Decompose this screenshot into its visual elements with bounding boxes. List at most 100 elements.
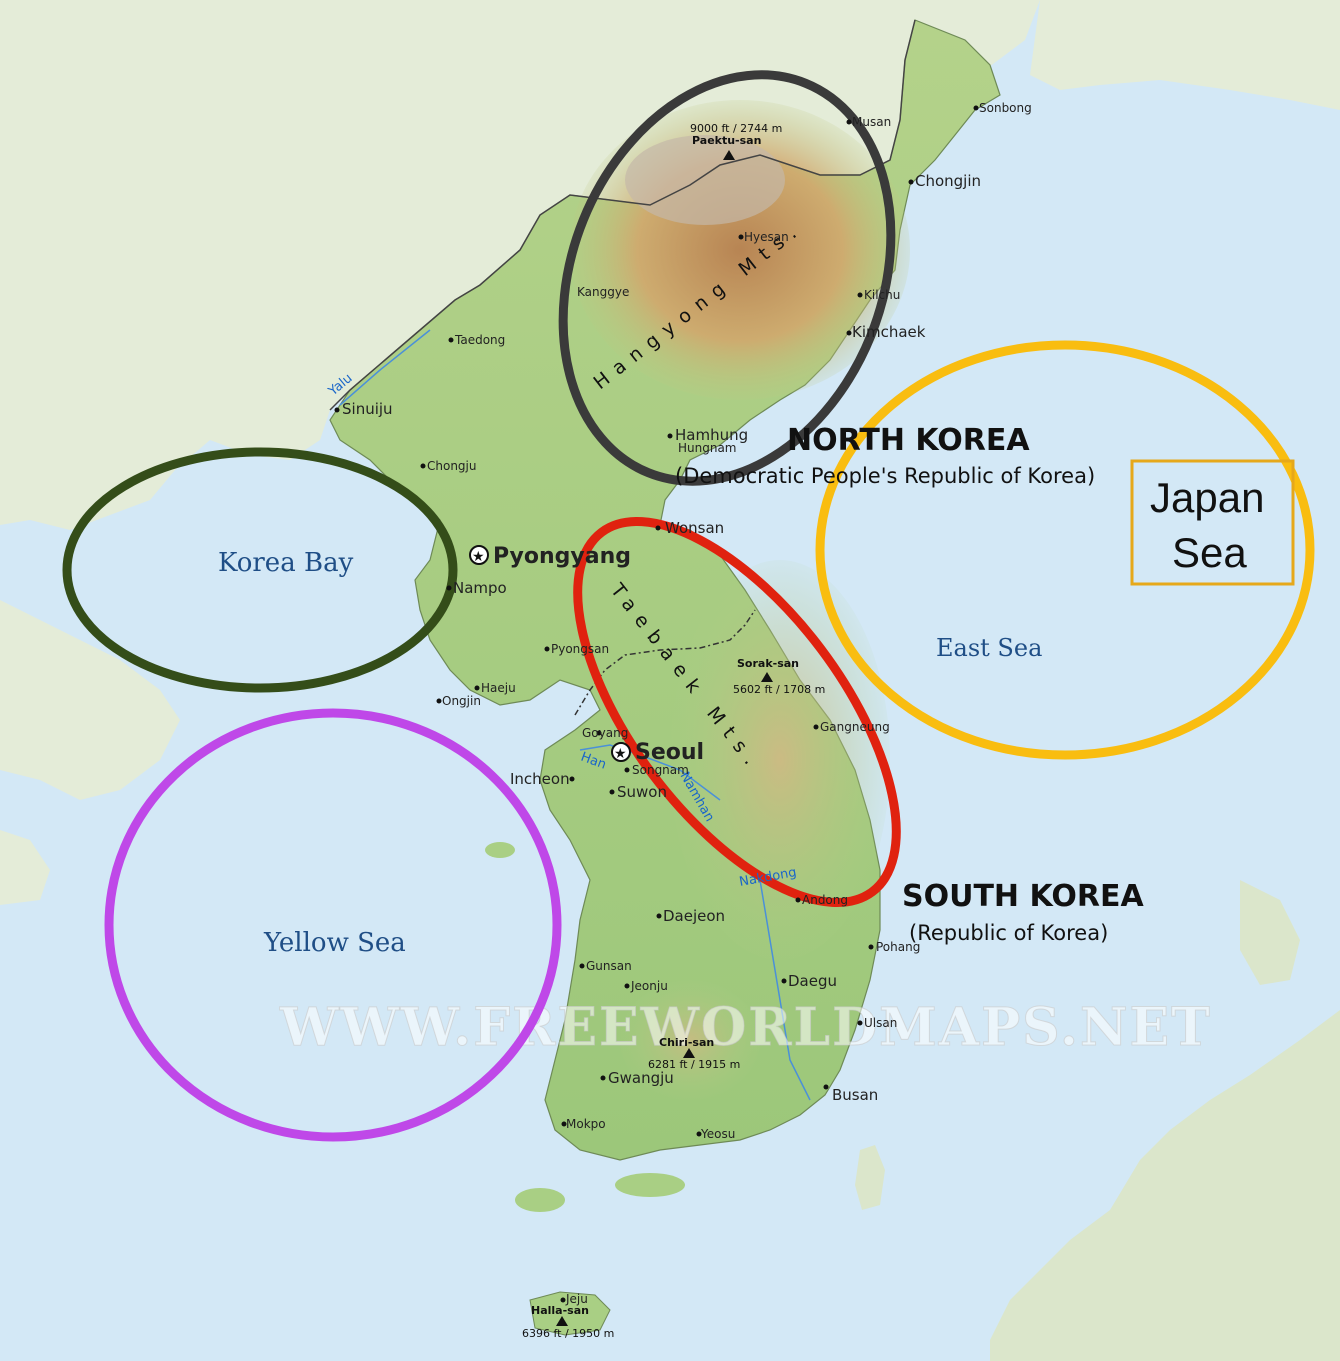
city-label: Seoul — [635, 740, 704, 765]
city-label: Andong — [802, 893, 848, 907]
dot-icon — [544, 646, 550, 652]
dot-icon — [561, 1121, 567, 1127]
peak-name: Chiri-san — [659, 1036, 714, 1049]
city-label: Pyongsan — [551, 642, 609, 656]
land-islands — [515, 1188, 565, 1212]
city-label: Kimchaek — [852, 323, 926, 341]
label-north-korea-official: (Democratic People's Republic of Korea) — [675, 464, 1095, 488]
dot-icon — [420, 463, 426, 469]
peak-name: Sorak-san — [737, 657, 799, 670]
label-yellow-sea: Yellow Sea — [263, 928, 406, 958]
dot-icon — [973, 105, 979, 111]
land-jeju — [529, 1291, 611, 1336]
triangle-peak-icon — [761, 672, 773, 682]
dot-icon — [474, 685, 480, 691]
triangle-peak-icon — [723, 150, 735, 160]
dot-icon — [334, 407, 340, 413]
dot-icon — [655, 525, 661, 531]
land-liaodong — [0, 600, 180, 800]
land-islands — [615, 1173, 685, 1197]
city-label: Songnam — [632, 763, 689, 777]
dot-icon — [609, 789, 615, 795]
city-label: Goyang — [582, 726, 628, 740]
circle-yellow-sea — [104, 708, 562, 1142]
city-label: Ongjin — [442, 694, 481, 708]
star-in-circle-icon: ★ — [614, 746, 627, 762]
label-south-korea: SOUTH KOREA — [902, 879, 1144, 914]
dot-icon — [813, 724, 819, 730]
dot-icon — [624, 983, 630, 989]
land-shandong — [0, 830, 50, 905]
border-china-nk — [329, 19, 916, 411]
label-east-sea: East Sea — [936, 634, 1042, 662]
city-label: Taedong — [454, 333, 505, 347]
dot-icon — [868, 944, 874, 950]
peak-name: Halla-san — [531, 1304, 589, 1317]
dot-icon — [846, 119, 852, 125]
city-label: Yeosu — [700, 1127, 735, 1141]
dot-icon — [846, 330, 852, 336]
city-label: Gunsan — [586, 959, 632, 973]
label-korea-bay: Korea Bay — [218, 548, 354, 578]
city-label: Incheon — [510, 770, 570, 788]
triangle-peak-icon — [556, 1316, 568, 1326]
city-label: Chongjin — [915, 172, 981, 190]
dot-icon — [823, 1084, 829, 1090]
dot-icon — [857, 292, 863, 298]
peak-name: Paektu-san — [692, 134, 761, 147]
land-japan — [990, 1010, 1340, 1361]
star-in-circle-icon — [611, 742, 631, 762]
city-label: Haeju — [481, 681, 516, 695]
peak-elevation: 6281 ft / 1915 m — [648, 1058, 740, 1071]
dot-icon — [446, 585, 452, 591]
highland-taebaek — [670, 560, 890, 960]
city-label: Hamhung — [675, 426, 748, 444]
city-label: Mokpo — [566, 1117, 606, 1131]
city-label: Pohang — [876, 940, 920, 954]
dot-icon — [624, 767, 630, 773]
box-japan-sea — [1130, 459, 1295, 586]
star-in-circle-icon — [469, 545, 489, 565]
dot-icon — [596, 730, 602, 736]
dot-icon — [436, 698, 442, 704]
city-label: Chongju — [427, 459, 477, 473]
label-south-korea-official: (Republic of Korea) — [909, 921, 1108, 945]
city-label: Daegu — [788, 972, 837, 990]
city-label: Ulsan — [864, 1016, 897, 1030]
peak-elevation: 6396 ft / 1950 m — [522, 1327, 614, 1340]
river-nakdong — [759, 879, 811, 1101]
watermark: WWW.FREEWORLDMAPS.NET — [279, 997, 1212, 1058]
city-label: Wonsan — [665, 519, 724, 537]
dot-icon — [656, 913, 662, 919]
city-label: Nampo — [453, 579, 507, 597]
peak-elevation: 9000 ft / 2744 m — [690, 122, 782, 135]
peak-sorak: Sorak-san 5602 ft / 1708 m — [733, 657, 825, 696]
label-japan-sea-line2: Sea — [1172, 529, 1247, 576]
dot-icon — [448, 337, 454, 343]
dot-icon — [560, 1297, 566, 1303]
city-label: Hungnam — [678, 441, 737, 455]
dot-icon — [600, 1075, 606, 1081]
dot-icon — [579, 963, 585, 969]
highland-chiri — [620, 980, 760, 1100]
city-label: Gwangju — [608, 1069, 674, 1087]
city-label: Jeonju — [630, 979, 668, 993]
peak-elevation: 5602 ft / 1708 m — [733, 683, 825, 696]
label-north-korea: NORTH KOREA — [787, 423, 1030, 458]
dot-icon — [696, 1131, 702, 1137]
city-label: Jeju — [565, 1292, 588, 1306]
land-japan-north — [1240, 880, 1300, 985]
dot-icon — [738, 234, 744, 240]
city-label: Sinuiju — [342, 400, 393, 418]
circle-east-sea — [815, 340, 1315, 760]
city-label: Hyesan — [744, 230, 789, 244]
capital-pyongyang: ★ Pyongyang — [469, 544, 631, 569]
city-label: Kilchu — [864, 288, 900, 302]
capital-seoul: ★ Seoul — [611, 740, 704, 765]
city-label: Gangneung — [820, 720, 890, 734]
circle-hangyong-mts — [558, 70, 896, 486]
city-label: Musan — [852, 115, 891, 129]
river-yalu — [339, 329, 431, 406]
city-label: Suwon — [617, 783, 667, 801]
